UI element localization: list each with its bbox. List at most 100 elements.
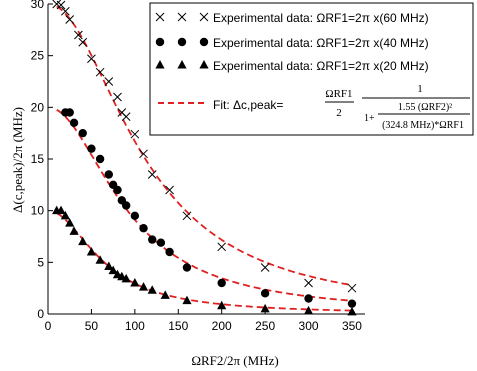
x-stroke: [147, 170, 157, 179]
x-stroke: [78, 37, 88, 47]
formula-num-right: 1: [417, 83, 423, 95]
point-40mhz: [87, 144, 96, 153]
data-markers: [52, 0, 357, 316]
y-tick-label: 20: [31, 100, 45, 114]
x-stroke: [52, 0, 62, 9]
x-stroke: [113, 92, 122, 102]
point-40mhz: [121, 201, 131, 210]
x-stroke: [95, 67, 105, 77]
x-stroke: [347, 283, 357, 293]
legend-marker-triangle: [177, 60, 187, 69]
point-60mhz: [104, 77, 114, 86]
point-20mhz: [160, 290, 170, 299]
point-20mhz: [130, 278, 140, 287]
point-40mhz: [156, 238, 166, 247]
point-40mhz: [113, 185, 122, 195]
x-stroke: [61, 6, 70, 16]
point-20mhz: [78, 236, 88, 246]
x-stroke: [260, 263, 270, 272]
x-tick-label: 350: [342, 319, 362, 333]
legend-marker-x: [199, 12, 209, 22]
point-40mhz: [95, 154, 105, 164]
point-60mhz: [347, 283, 357, 293]
y-tick-label: 5: [37, 255, 44, 269]
point-20mhz: [69, 226, 79, 235]
x-stroke: [121, 112, 131, 121]
point-20mhz: [138, 282, 149, 291]
legend-marker-triangle: [199, 60, 209, 69]
x-tick-label: 100: [125, 319, 145, 333]
x-stroke: [74, 30, 83, 40]
point-60mhz: [78, 37, 88, 47]
formula-den-top: 1.55 (ΩRF2)²: [398, 102, 452, 113]
legend-label-40: Experimental data: ΩRF1=2π x(40 MHz): [213, 36, 429, 50]
legend-marker-circle: [155, 37, 165, 47]
point-20mhz: [60, 210, 70, 220]
point-20mhz: [121, 273, 131, 283]
point-40mhz: [139, 224, 148, 233]
point-60mhz: [87, 54, 96, 64]
point-60mhz: [121, 112, 131, 121]
point-40mhz: [130, 211, 140, 221]
x-stroke: [177, 12, 187, 22]
legend-markers: [155, 12, 209, 69]
point-20mhz: [182, 295, 192, 305]
x-stroke: [139, 149, 148, 159]
x-tick-label: 300: [299, 319, 319, 333]
x-tick-label: 250: [255, 319, 275, 333]
point-40mhz: [217, 278, 226, 288]
x-stroke: [182, 211, 192, 221]
x-tick-label: 150: [168, 319, 188, 333]
point-60mhz: [217, 242, 227, 252]
y-axis-label: Δ(c,peak)/2π (MHz): [10, 107, 25, 213]
legend: Experimental data: ΩRF1=2π x(60 MHz) Exp…: [149, 2, 474, 136]
y-tick-label: 15: [31, 152, 45, 166]
point-40mhz: [165, 247, 174, 257]
point-60mhz: [95, 67, 105, 77]
point-40mhz: [65, 108, 74, 117]
point-60mhz: [113, 92, 122, 102]
y-tick-label: 10: [31, 204, 45, 218]
point-60mhz: [130, 129, 140, 139]
legend-marker-triangle: [155, 60, 165, 69]
y-tick-label: 25: [31, 49, 45, 63]
x-stroke: [304, 278, 313, 288]
point-40mhz: [148, 235, 157, 244]
point-40mhz: [347, 299, 357, 308]
point-60mhz: [56, 0, 66, 10]
x-stroke: [56, 0, 66, 10]
x-tick-label: 0: [45, 319, 52, 333]
x-tick-label: 200: [212, 319, 232, 333]
point-20mhz: [108, 265, 118, 275]
x-stroke: [217, 242, 227, 252]
x-stroke: [65, 15, 75, 24]
x-stroke: [155, 12, 165, 22]
formula-num-left: ΩRF1: [325, 88, 352, 100]
point-20mhz: [56, 205, 66, 215]
point-20mhz: [65, 218, 75, 227]
legend-marker-circle: [177, 37, 187, 47]
x-axis-label: ΩRF2/2π (MHz): [191, 353, 278, 368]
point-20mhz: [260, 303, 270, 313]
point-40mhz: [69, 118, 79, 128]
point-20mhz: [217, 300, 227, 310]
x-stroke: [104, 77, 114, 86]
x-stroke: [117, 108, 127, 117]
formula-den-left: 2: [336, 107, 342, 119]
point-40mhz: [182, 263, 192, 272]
y-tick-label: 0: [37, 307, 44, 321]
legend-box: [149, 2, 474, 136]
point-40mhz: [78, 128, 87, 138]
point-60mhz: [260, 263, 270, 272]
axes: 0 50 100 150 200 250 300 350 0 5 10 15 20 25 30: [31, 0, 365, 333]
point-60mhz: [139, 149, 148, 159]
point-60mhz: [304, 278, 313, 288]
formula-one-plus: 1+: [364, 113, 375, 124]
point-60mhz: [182, 211, 192, 221]
point-60mhz: [61, 6, 70, 16]
formula-den-bottom: (324.8 MHz)*ΩRF1: [382, 120, 464, 131]
point-20mhz: [104, 261, 114, 270]
legend-marker-circle: [199, 37, 209, 47]
point-60mhz: [165, 185, 174, 195]
y-tick-label: 30: [31, 0, 45, 11]
